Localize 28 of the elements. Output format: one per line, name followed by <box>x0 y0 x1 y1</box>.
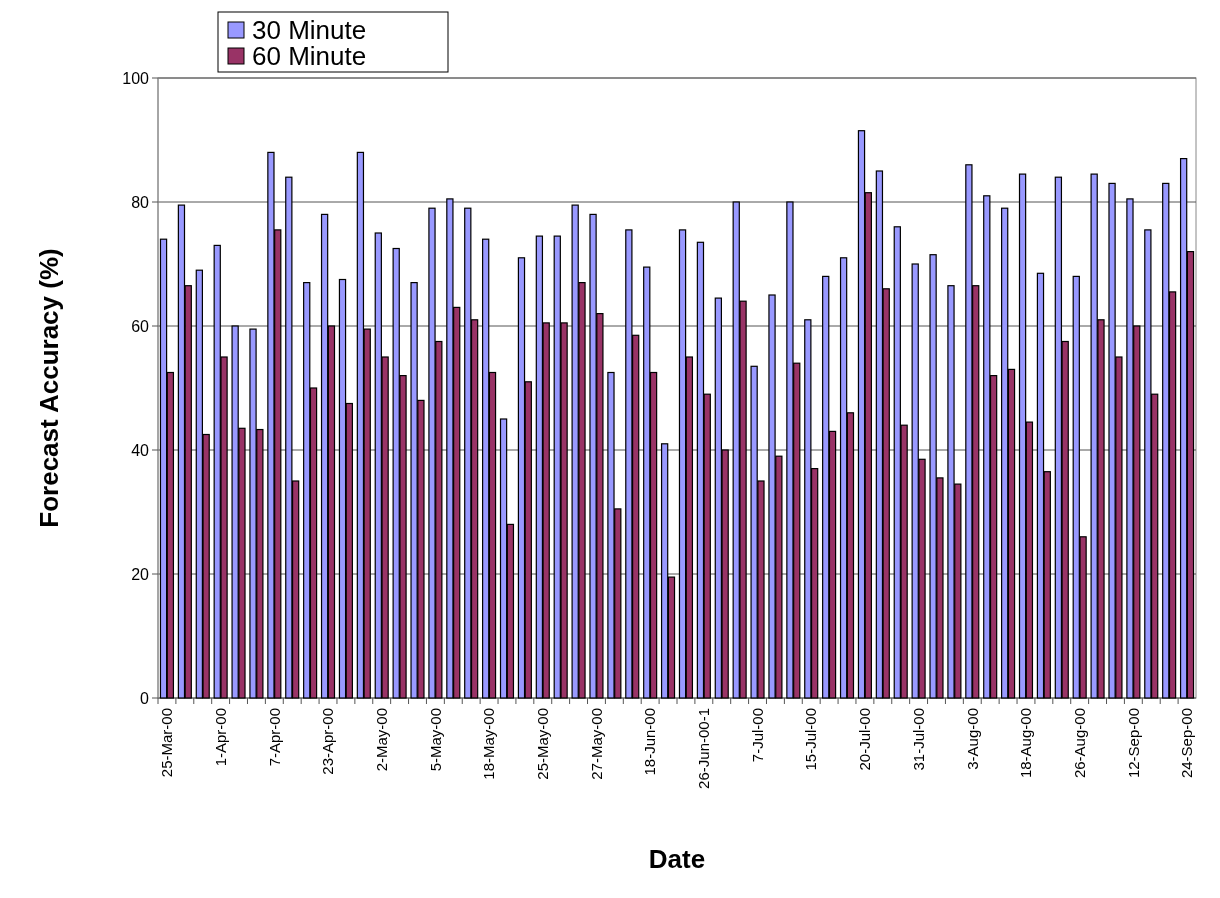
y-tick-label: 100 <box>122 69 150 87</box>
x-tick-label: 18-Jun-00 <box>641 708 659 776</box>
x-tick-label: 31-Jul-00 <box>909 708 927 771</box>
x-tick-label: 25-May-00 <box>534 708 552 780</box>
x-tick-label: 18-May-00 <box>480 708 498 780</box>
x-tick-label: 15-Jul-00 <box>802 708 820 771</box>
x-tick-label: 7-Apr-00 <box>265 708 283 767</box>
x-tick-label: 1-Apr-00 <box>211 708 229 767</box>
y-tick-label: 0 <box>140 689 150 707</box>
x-tick-label: 24-Sep-00 <box>1178 708 1196 779</box>
x-tick-label: 5-May-00 <box>426 708 444 772</box>
x-tick-label: 12-Sep-00 <box>1124 708 1142 779</box>
x-tick-label: 27-May-00 <box>587 708 605 780</box>
x-tick-label: 20-Jul-00 <box>856 708 874 771</box>
y-tick-label: 60 <box>131 317 150 335</box>
x-tick-label: 23-Apr-00 <box>319 708 337 775</box>
y-tick-label: 40 <box>131 441 150 459</box>
x-tick-label: 26-Aug-00 <box>1070 708 1088 779</box>
y-tick-label: 20 <box>131 565 150 583</box>
x-axis-title: Date <box>648 844 706 874</box>
x-tick-label: 25-Mar-00 <box>158 708 176 778</box>
x-tick-label: 18-Aug-00 <box>1017 708 1035 779</box>
y-tick-label: 80 <box>131 193 150 211</box>
y-axis-title: Forecast Accuracy (%) <box>34 248 64 528</box>
x-tick-label: 7-Jul-00 <box>748 708 766 763</box>
x-tick-label: 3-Aug-00 <box>963 708 981 770</box>
x-tick-label: 26-Jun-00-1 <box>695 708 713 789</box>
x-tick-label: 2-May-00 <box>372 708 390 772</box>
